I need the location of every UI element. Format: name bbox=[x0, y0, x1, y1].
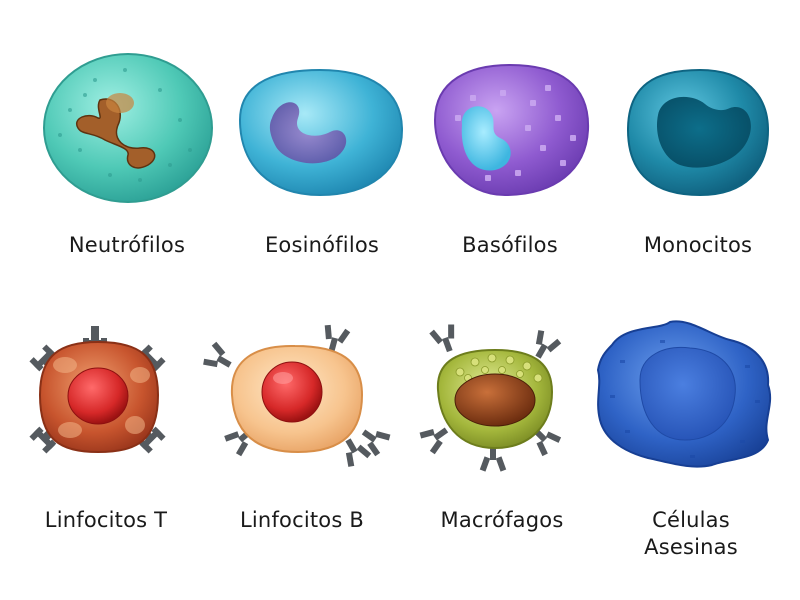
macrophage-cell bbox=[417, 322, 563, 472]
label-basophils: Basófilos bbox=[462, 233, 558, 257]
label-neutrophils: Neutrófilos bbox=[68, 233, 186, 257]
basophil-cell bbox=[433, 63, 590, 197]
monocyte-cell bbox=[626, 68, 770, 197]
b-lymphocyte-cell bbox=[201, 323, 393, 469]
natural-killer-cell bbox=[596, 320, 772, 468]
t-lymphocyte-cell bbox=[29, 326, 166, 454]
eosinophil-cell bbox=[238, 68, 404, 197]
label-t-lymphocytes: Linfocitos T bbox=[44, 508, 168, 532]
label-monocytes: Monocitos bbox=[643, 233, 753, 257]
label-eosinophils: Eosinófilos bbox=[264, 233, 380, 257]
label-macrophages: Macrófagos bbox=[440, 508, 564, 532]
neutrophil-cell bbox=[43, 53, 213, 203]
label-natural-killer-cells: Células Asesinas bbox=[644, 508, 738, 559]
label-b-lymphocytes: Linfocitos B bbox=[240, 508, 364, 532]
